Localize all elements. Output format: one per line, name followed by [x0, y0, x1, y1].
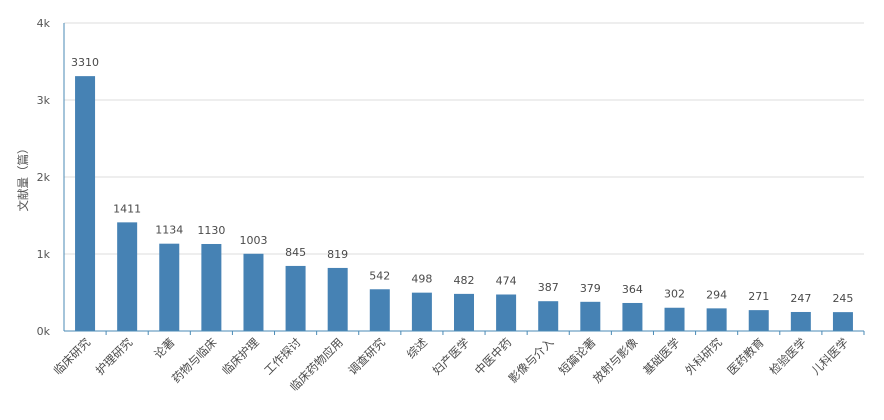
data-label: 845 [285, 246, 306, 259]
bar[interactable] [496, 294, 517, 331]
bar[interactable] [159, 243, 180, 331]
y-tick-label: 2k [37, 171, 51, 184]
data-label: 819 [327, 248, 348, 261]
data-label: 387 [538, 281, 559, 294]
category-label: 护理研究 [93, 335, 136, 378]
data-label: 474 [496, 275, 517, 288]
category-label: 综述 [404, 335, 431, 362]
data-label: 1411 [113, 202, 141, 215]
data-label: 1134 [155, 224, 183, 237]
category-label: 临床护理 [219, 335, 262, 378]
category-label: 检验医学 [767, 335, 809, 377]
data-label: 379 [580, 282, 601, 295]
data-label: 482 [454, 274, 475, 287]
bar[interactable] [201, 243, 222, 331]
category-label: 工作探讨 [261, 335, 304, 378]
y-tick-label: 4k [37, 17, 51, 30]
data-label: 302 [664, 288, 685, 301]
bar[interactable] [327, 267, 348, 331]
bar[interactable] [790, 311, 811, 331]
data-labels: 3310 1411 1134 1130 1003 845 819 542 498 482 474 38… [71, 56, 853, 305]
data-label: 245 [832, 292, 853, 305]
y-tick-labels: 0k 1k 2k 3k 4k [37, 17, 51, 338]
bar[interactable] [117, 222, 138, 331]
category-label: 妇产医学 [430, 335, 472, 377]
bar[interactable] [75, 76, 96, 331]
gridlines [64, 22, 864, 255]
data-label: 1003 [239, 234, 267, 247]
category-label: 短篇论著 [556, 335, 598, 377]
data-label: 1130 [197, 224, 225, 237]
bar[interactable] [832, 312, 853, 331]
y-axis-title: 文献量（篇） [16, 143, 30, 212]
category-label: 影像与介入 [506, 335, 557, 386]
data-label: 294 [706, 288, 727, 301]
category-label: 中医中药 [472, 335, 514, 377]
data-label: 271 [748, 290, 769, 303]
bar[interactable] [622, 302, 643, 331]
category-labels: 临床研究 护理研究 论著药物与临床 临床护理 工作探讨临床药物应用 调查研究 综述 妇产医学中… [51, 331, 865, 394]
axes [63, 23, 864, 332]
bar[interactable] [664, 307, 685, 331]
data-label: 247 [790, 292, 811, 305]
bar[interactable] [580, 301, 601, 331]
bar[interactable] [538, 301, 559, 331]
bar[interactable] [243, 253, 264, 331]
category-label: 外科研究 [682, 335, 725, 378]
category-label: 儿科医学 [809, 335, 851, 377]
data-label: 3310 [71, 56, 99, 69]
category-label: 医药教育 [724, 335, 766, 377]
y-tick-label: 0k [37, 325, 51, 338]
bar[interactable] [285, 265, 306, 331]
data-label: 364 [622, 283, 643, 296]
category-label: 放射与影像 [590, 335, 641, 386]
bar[interactable] [411, 292, 432, 331]
y-tick-label: 1k [37, 248, 51, 261]
data-label: 542 [369, 269, 390, 282]
category-label: 药物与临床 [169, 335, 220, 386]
data-label: 498 [411, 273, 432, 286]
bar[interactable] [369, 289, 390, 331]
bar[interactable] [454, 293, 474, 331]
category-label: 基础医学 [640, 335, 682, 377]
category-label: 调查研究 [345, 335, 388, 378]
category-label: 临床研究 [51, 335, 94, 378]
category-label: 论著 [151, 335, 177, 361]
bar[interactable] [748, 310, 769, 331]
bar[interactable] [706, 308, 727, 331]
bars [75, 76, 853, 331]
y-tick-label: 3k [37, 94, 51, 107]
